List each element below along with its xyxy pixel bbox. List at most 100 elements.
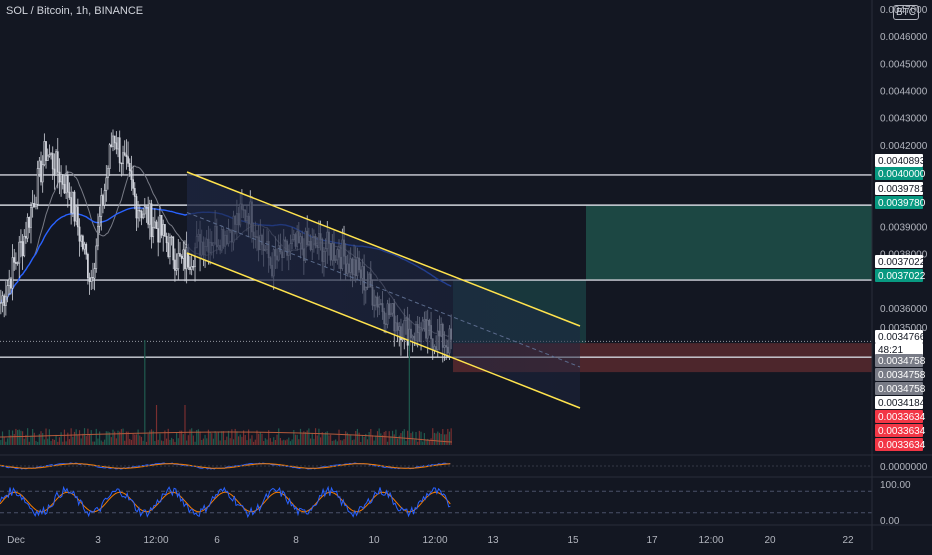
volume-bar <box>102 441 104 445</box>
candle-body <box>3 295 6 306</box>
volume-bar <box>209 432 211 445</box>
candle-body <box>31 203 34 208</box>
price-label-text: 0.0037022 <box>878 257 926 268</box>
volume-bar <box>319 437 322 445</box>
volume-bar <box>415 431 417 445</box>
volume-bar <box>72 436 74 445</box>
volume-bar <box>20 430 22 445</box>
rsi-line <box>0 485 451 519</box>
volume-bar <box>316 435 318 445</box>
volume-bar <box>428 440 430 445</box>
volume-bar <box>92 441 94 445</box>
volume-bar <box>306 430 308 445</box>
volume-bar <box>53 439 55 445</box>
time-axis[interactable]: Dec 3 12:00 6 8 10 12:00 13 15 17 12:00 20 22 <box>7 535 854 546</box>
volume-bar <box>129 438 131 445</box>
candle-body <box>85 243 88 255</box>
volume-bar <box>360 441 362 445</box>
price-label-text: 0.0037022 <box>878 271 926 282</box>
volume-bar <box>283 439 285 445</box>
time-tick-label: 15 <box>567 535 579 546</box>
volume-bar <box>38 433 40 445</box>
candle-body <box>43 141 46 166</box>
volume-bar <box>308 428 310 445</box>
volume-bar <box>325 432 327 445</box>
volume-bar <box>177 438 179 445</box>
candle-body <box>70 197 73 214</box>
volume-bar <box>100 440 102 445</box>
volume-bar <box>274 439 276 445</box>
candle-body <box>15 262 17 264</box>
candle-body <box>93 268 96 279</box>
price-label-box <box>875 396 923 409</box>
volume-bar <box>420 431 422 445</box>
price-label-text: 0.0040893 <box>878 156 926 167</box>
candle-body <box>63 184 66 194</box>
volume-bar <box>425 440 427 445</box>
volume-bar <box>82 433 84 445</box>
candle-body <box>20 241 22 243</box>
volume-bar <box>273 437 275 445</box>
volume-bar <box>199 431 201 445</box>
candle-body <box>133 188 136 197</box>
candle-body <box>30 207 32 228</box>
volume-bar <box>345 431 347 445</box>
volume-bar <box>219 440 221 445</box>
volume-bar <box>16 430 19 445</box>
volume-bar <box>400 433 402 445</box>
volume-bar <box>149 430 151 445</box>
volume-bar <box>37 441 39 445</box>
candle-body <box>160 214 163 236</box>
channel-lower-line[interactable] <box>186 252 581 409</box>
candle-body <box>147 206 150 225</box>
candle-body <box>165 236 168 244</box>
candle-body <box>1 295 4 304</box>
price-label-box <box>875 410 923 423</box>
volume-bar <box>57 441 59 445</box>
volume-bar <box>110 437 112 445</box>
time-tick-label: 3 <box>95 535 101 546</box>
currency-badge[interactable]: BTC <box>893 5 919 20</box>
candle-body <box>113 135 116 144</box>
volume-bar <box>412 431 414 445</box>
volume-bar <box>239 434 241 445</box>
volume-bar <box>28 441 30 445</box>
price-labels: 0.0040893 0.0040000 0.0039781 0.0039780 0.00… <box>875 154 926 451</box>
price-label-box <box>875 382 923 395</box>
candle-body <box>28 217 31 228</box>
volume-bar <box>313 438 315 445</box>
candle-body <box>157 228 160 243</box>
volume-bar <box>442 429 444 445</box>
volume-bar <box>77 434 79 445</box>
volume-bar <box>432 428 434 445</box>
macd-pane <box>0 462 872 470</box>
candle-body <box>107 168 109 179</box>
volume-bar <box>90 430 92 445</box>
volume-bar <box>42 433 44 445</box>
volume-bar <box>291 439 293 445</box>
volume-bar <box>165 438 168 445</box>
candle-body <box>38 160 41 169</box>
volume-bar <box>340 440 342 445</box>
candle-body <box>123 152 126 156</box>
volume-bar <box>398 435 400 445</box>
volume-bar <box>385 430 387 445</box>
volume-bar <box>65 441 67 445</box>
volume-bar <box>261 433 263 445</box>
candle-body <box>102 195 104 206</box>
candle-body <box>88 277 91 282</box>
price-label-box <box>875 182 923 195</box>
descending-channel[interactable] <box>186 171 581 409</box>
candle-body <box>92 277 94 279</box>
volume-bar <box>174 441 176 445</box>
volume-bar <box>405 440 407 445</box>
channel-upper-line[interactable] <box>186 171 581 327</box>
candle-body <box>90 277 93 282</box>
candle-body <box>117 137 119 150</box>
candle-body <box>50 153 52 155</box>
candle-body <box>153 221 156 228</box>
volume-bar <box>32 429 34 445</box>
